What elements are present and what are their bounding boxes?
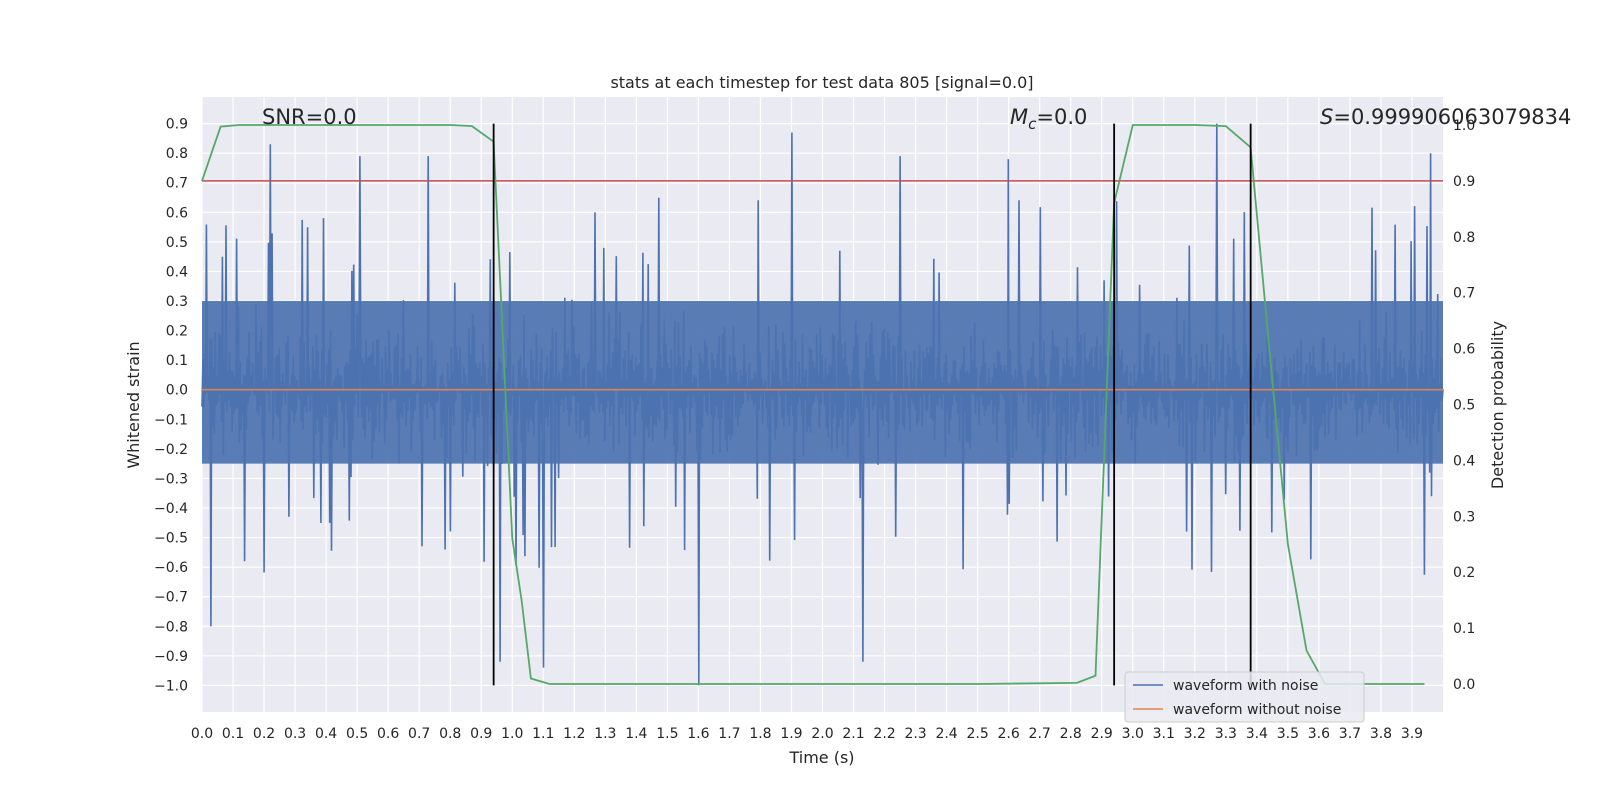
x-tick-label: 2.8 (1060, 726, 1082, 742)
chart-title: stats at each timestep for test data 805… (610, 73, 1033, 92)
x-tick-label: 1.0 (501, 726, 523, 742)
y-tick-label: −0.3 (154, 471, 188, 487)
legend: waveform with noise waveform without noi… (1124, 671, 1365, 723)
y2-tick-label: 0.6 (1453, 342, 1475, 358)
legend-label-clean: waveform without noise (1173, 702, 1341, 718)
y-tick-label: 0.1 (166, 353, 188, 369)
y2-tick-label: 0.5 (1453, 398, 1475, 414)
snr-annotation: SNR=0.0 (262, 105, 357, 129)
x-tick-label: 0.3 (284, 726, 306, 742)
y2-tick-label: 0.3 (1453, 509, 1475, 525)
y-tick-label: 0.2 (166, 324, 188, 340)
x-tick-label: 2.1 (842, 726, 864, 742)
x-tick-label: 2.9 (1091, 726, 1113, 742)
s-annotation: S=0.999906063079834 (1320, 105, 1571, 129)
x-tick-label: 1.9 (780, 726, 802, 742)
reference-lines-layer (201, 123, 1443, 686)
x-tick-label: 1.8 (749, 726, 771, 742)
x-tick-label: 2.4 (935, 726, 957, 742)
y2-tick-label: 0.7 (1453, 286, 1475, 302)
x-tick-label: 1.2 (563, 726, 585, 742)
y-tick-label: −0.8 (154, 619, 188, 635)
y-tick-label: 0.8 (166, 146, 188, 162)
y2-tick-label: 0.8 (1453, 230, 1475, 246)
x-tick-label: 2.0 (811, 726, 833, 742)
x-tick-label: 1.4 (625, 726, 647, 742)
y2-tick-label: 1.0 (1453, 118, 1475, 134)
legend-box (1124, 671, 1365, 723)
x-tick-label: 2.5 (966, 726, 988, 742)
x-tick-label: 3.4 (1246, 726, 1268, 742)
x-tick-label: 2.3 (904, 726, 926, 742)
y-tick-label: −0.9 (154, 649, 188, 665)
y-tick-label: 0.4 (166, 264, 188, 280)
y-tick-label: −0.2 (154, 442, 188, 458)
y-tick-label: −0.7 (154, 590, 188, 606)
y-axis-label: Whitened strain (124, 341, 143, 468)
x-tick-label: 1.7 (718, 726, 740, 742)
x-tick-label: 0.0 (191, 726, 213, 742)
mc-value: =0.0 (1036, 105, 1087, 129)
y-tick-label: −1.0 (154, 678, 188, 694)
x-tick-label: 3.0 (1122, 726, 1144, 742)
x-tick-label: 1.5 (656, 726, 678, 742)
x-tick-label: 0.7 (408, 726, 430, 742)
x-tick-label: 2.7 (1029, 726, 1051, 742)
x-tick-label: 3.7 (1339, 726, 1361, 742)
y2-tick-label: 0.1 (1453, 621, 1475, 637)
mc-annotation: Mc=0.0 (1010, 105, 1087, 133)
s-symbol: S (1320, 105, 1333, 129)
y2-tick-label: 0.4 (1453, 453, 1475, 469)
x-tick-label: 3.1 (1153, 726, 1175, 742)
mc-symbol: M (1010, 105, 1028, 129)
y-tick-label: −0.6 (154, 560, 188, 576)
x-tick-label: 1.3 (594, 726, 616, 742)
x-tick-label: 0.5 (346, 726, 368, 742)
x-tick-label: 3.8 (1370, 726, 1392, 742)
x-tick-label: 1.1 (532, 726, 554, 742)
noise-waveform-line (201, 123, 1444, 686)
y-tick-label: −0.5 (154, 531, 188, 547)
y-tick-label: 0.3 (166, 294, 188, 310)
x-tick-label: 0.6 (377, 726, 399, 742)
x-tick-label: 0.8 (439, 726, 461, 742)
y-tick-label: −0.4 (154, 501, 188, 517)
y-tick-label: 0.7 (166, 176, 188, 192)
y-tick-label: 0.6 (166, 205, 188, 221)
y-tick-label: −0.1 (154, 412, 188, 428)
y2-tick-label: 0.2 (1453, 565, 1475, 581)
x-tick-label: 3.5 (1277, 726, 1299, 742)
legend-label-noise: waveform with noise (1173, 678, 1318, 694)
x-tick-label: 0.4 (315, 726, 337, 742)
x-tick-label: 0.2 (253, 726, 275, 742)
x-tick-label: 0.9 (470, 726, 492, 742)
x-tick-label: 2.6 (998, 726, 1020, 742)
y2-axis-label: Detection probability (1488, 321, 1507, 489)
x-tick-label: 3.3 (1215, 726, 1237, 742)
x-tick-label: 0.1 (222, 726, 244, 742)
probability-line (201, 124, 1425, 685)
y2-tick-label: 0.9 (1453, 174, 1475, 190)
x-tick-label: 3.9 (1401, 726, 1423, 742)
noise-series-layer (201, 123, 1444, 686)
x-tick-label: 3.6 (1308, 726, 1330, 742)
y2-tick-label: 0.0 (1453, 677, 1475, 693)
tick-labels-layer: 0.0 0.1 0.2 0.3 0.4 0.5 0.6 0.7 0.8 0.9 1.0 1.1 1.2 1… (154, 117, 1475, 742)
y-tick-label: 0.9 (166, 117, 188, 133)
x-axis-label: Time (s) (788, 748, 854, 767)
mc-subscript: c (1028, 115, 1037, 133)
y-tick-label: 0.5 (166, 235, 188, 251)
y-tick-label: 0.0 (166, 383, 188, 399)
x-tick-label: 3.2 (1184, 726, 1206, 742)
s-value: =0.999906063079834 (1333, 105, 1571, 129)
x-tick-label: 1.6 (687, 726, 709, 742)
x-tick-label: 2.2 (873, 726, 895, 742)
